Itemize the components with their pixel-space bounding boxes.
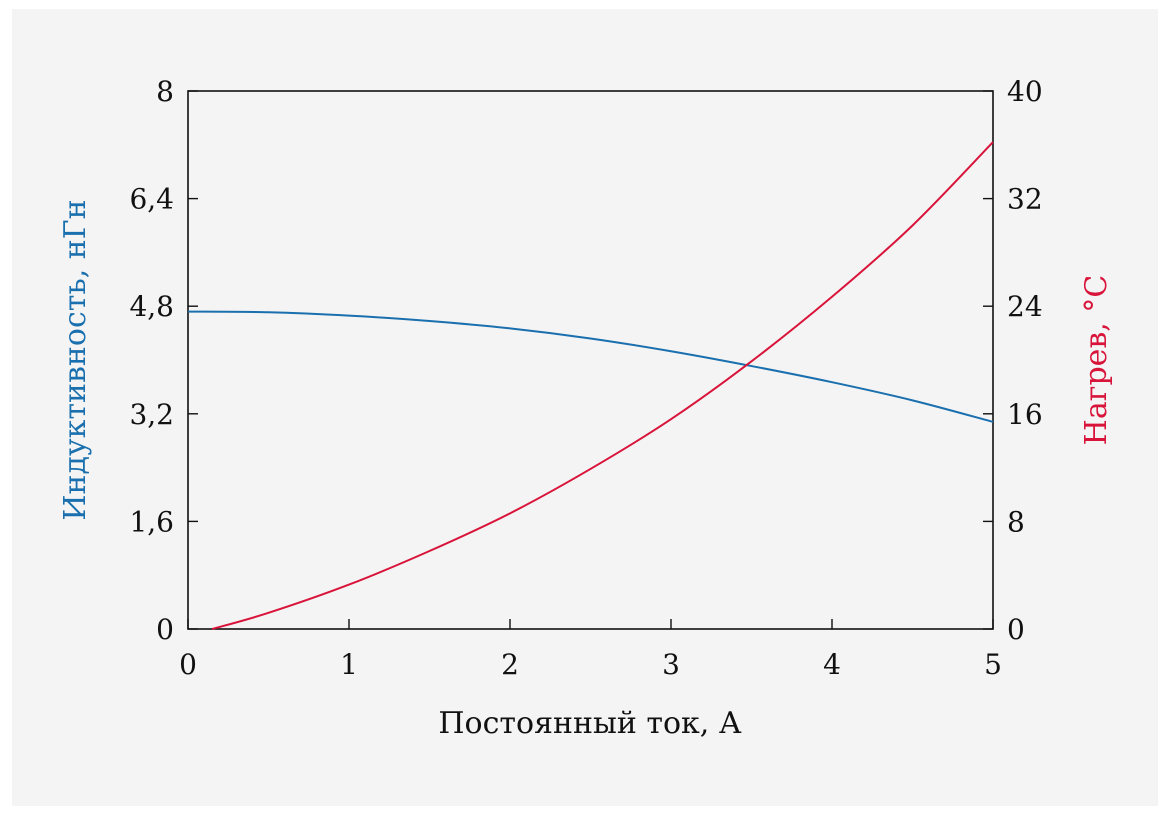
right-y-tick-label: 0	[1007, 613, 1025, 646]
x-tick-label: 1	[340, 648, 358, 681]
left-y-tick-label: 4,8	[129, 290, 174, 323]
right-y-tick-label: 32	[1007, 183, 1043, 216]
right-y-tick-label: 16	[1007, 398, 1043, 431]
inductance-series-line	[187, 310, 994, 423]
heating-series-line	[211, 141, 994, 630]
left-y-axis-title: Индуктивность, нГн	[58, 199, 93, 520]
x-axis-title: Постоянный ток, А	[438, 706, 741, 741]
left-y-axis-ticks: 0 1,6 3,2 4,8 6,4 8	[129, 75, 198, 646]
x-tick-label: 2	[501, 648, 519, 681]
right-y-tick-label: 8	[1007, 505, 1025, 538]
chart-background	[12, 9, 1158, 806]
left-y-tick-label: 8	[156, 75, 174, 108]
left-y-tick-label: 6,4	[129, 183, 174, 216]
right-y-axis-ticks: 0 8 16 24 32 40	[983, 75, 1043, 646]
x-axis-ticks: 0 1 2 3 4 5	[179, 619, 1002, 681]
right-y-axis-title: Нагрев, °С	[1079, 275, 1114, 446]
x-tick-label: 4	[823, 648, 841, 681]
series-layer	[187, 141, 994, 630]
plot-frame	[187, 90, 994, 630]
left-y-tick-label: 1,6	[129, 505, 174, 538]
left-y-tick-label: 0	[156, 613, 174, 646]
right-y-tick-label: 40	[1007, 75, 1043, 108]
x-tick-label: 3	[662, 648, 680, 681]
right-y-tick-label: 24	[1007, 290, 1043, 323]
x-tick-label: 5	[984, 648, 1002, 681]
left-y-tick-label: 3,2	[129, 398, 174, 431]
x-tick-label: 0	[179, 648, 197, 681]
